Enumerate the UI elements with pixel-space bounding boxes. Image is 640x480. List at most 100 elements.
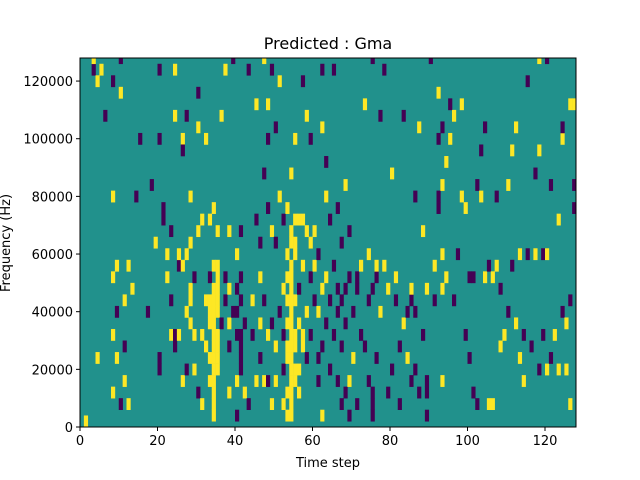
heatmap-cell-high bbox=[424, 282, 430, 295]
heatmap-cell-low bbox=[541, 248, 546, 261]
heatmap-cell-low bbox=[339, 398, 344, 410]
heatmap-cell-low bbox=[397, 340, 402, 353]
heatmap-cell-low bbox=[335, 282, 340, 295]
heatmap-cell-high bbox=[126, 259, 131, 272]
heatmap-cell-high bbox=[269, 398, 275, 410]
heatmap-cell-low bbox=[479, 144, 484, 157]
heatmap-cell-high bbox=[200, 328, 205, 341]
heatmap-cell-high bbox=[316, 305, 321, 318]
heatmap-cell-high bbox=[289, 328, 294, 341]
heatmap-cell-low bbox=[494, 190, 499, 203]
heatmap-cell-high bbox=[417, 121, 422, 134]
heatmap-cell-low bbox=[355, 282, 360, 295]
heatmap-cell-low bbox=[328, 363, 333, 376]
heatmap-cell-low bbox=[145, 305, 151, 318]
heatmap-cell-high bbox=[289, 409, 294, 422]
heatmap-cell-high bbox=[432, 259, 437, 272]
x-tick-label: 0 bbox=[76, 434, 84, 449]
heatmap-cell-low bbox=[161, 213, 166, 226]
heatmap-cell-high bbox=[188, 190, 193, 203]
heatmap-cell-high bbox=[211, 352, 216, 364]
heatmap-cell-high bbox=[111, 386, 116, 399]
heatmap-cell-high bbox=[289, 398, 294, 410]
heatmap-cell-low bbox=[370, 386, 375, 399]
heatmap-cell-high bbox=[118, 86, 123, 99]
heatmap-cell-high bbox=[320, 409, 325, 422]
heatmap-cell-high bbox=[176, 328, 182, 341]
heatmap-cell-low bbox=[91, 63, 96, 76]
heatmap-cell-low bbox=[545, 58, 550, 65]
heatmap-cell-high bbox=[289, 305, 294, 318]
heatmap-cell-low bbox=[219, 317, 224, 330]
x-tick-label: 100 bbox=[455, 434, 480, 449]
heatmap-cell-low bbox=[235, 282, 240, 295]
heatmap-cell-low bbox=[308, 328, 313, 341]
heatmap-cell-high bbox=[273, 340, 278, 353]
heatmap-cell-low bbox=[424, 386, 430, 399]
heatmap-cell-low bbox=[486, 259, 492, 272]
heatmap-cell-low bbox=[347, 409, 352, 422]
heatmap-cell-low bbox=[335, 202, 340, 214]
heatmap-cell-high bbox=[347, 375, 352, 387]
heatmap-cell-low bbox=[510, 259, 515, 272]
y-axis-label: Frequency (Hz) bbox=[0, 194, 14, 292]
heatmap-cell-high bbox=[227, 386, 232, 399]
heatmap-cell-low bbox=[316, 248, 321, 261]
heatmap-cell-low bbox=[359, 328, 364, 341]
heatmap-cell-high bbox=[215, 271, 220, 284]
heatmap-cell-high bbox=[362, 98, 368, 111]
heatmap-cell-high bbox=[211, 375, 216, 387]
heatmap-cell-low bbox=[409, 375, 414, 387]
heatmap-cell-low bbox=[157, 63, 162, 76]
heatmap-cell-high bbox=[289, 317, 294, 330]
heatmap-cell-low bbox=[273, 121, 278, 134]
heatmap-cell-high bbox=[180, 132, 185, 145]
heatmap-cell-low bbox=[235, 409, 240, 422]
heatmap-cell-low bbox=[525, 75, 530, 88]
heatmap-cell-low bbox=[266, 132, 271, 145]
heatmap-cell-high bbox=[130, 282, 135, 295]
heatmap-cell-high bbox=[180, 375, 185, 387]
heatmap-cell-high bbox=[211, 386, 216, 399]
heatmap-cell-low bbox=[246, 398, 251, 410]
x-axis-label: Time step bbox=[295, 456, 360, 471]
heatmap-cell-high bbox=[215, 294, 220, 307]
heatmap-cell-high bbox=[533, 248, 538, 261]
heatmap-cell-high bbox=[289, 363, 294, 376]
chart-title: Predicted : Gma bbox=[264, 34, 392, 53]
heatmap-cell-low bbox=[366, 294, 371, 307]
heatmap-cell-high bbox=[223, 63, 228, 76]
heatmap-cell-high bbox=[293, 132, 298, 145]
heatmap-cell-high bbox=[297, 363, 302, 376]
heatmap-cell-high bbox=[300, 259, 306, 272]
heatmap-cell-low bbox=[196, 386, 201, 399]
heatmap-cell-low bbox=[467, 271, 472, 284]
heatmap-cell-high bbox=[490, 271, 495, 284]
heatmap-cell-low bbox=[521, 328, 526, 341]
heatmap-cell-high bbox=[409, 282, 414, 295]
heatmap-cell-low bbox=[413, 190, 418, 203]
heatmap-cell-low bbox=[223, 271, 228, 284]
heatmap-cell-low bbox=[308, 132, 313, 145]
heatmap-cell-high bbox=[498, 340, 503, 353]
heatmap-cell-high bbox=[359, 259, 364, 272]
heatmap-cell-low bbox=[355, 398, 360, 410]
heatmap-cell-low bbox=[308, 271, 313, 284]
heatmap-cell-low bbox=[149, 179, 154, 191]
heatmap-cell-high bbox=[390, 167, 395, 180]
heatmap-cell-high bbox=[207, 352, 213, 364]
heatmap-cell-high bbox=[269, 225, 275, 238]
heatmap-cell-low bbox=[390, 363, 395, 376]
heatmap-cell-high bbox=[289, 352, 294, 364]
heatmap-cell-high bbox=[421, 225, 426, 238]
heatmap-cell-low bbox=[176, 259, 182, 272]
heatmap-cell-high bbox=[552, 328, 557, 341]
heatmap-cell-low bbox=[180, 144, 185, 157]
heatmap-cell-high bbox=[184, 305, 189, 318]
heatmap-cell-high bbox=[514, 121, 519, 134]
heatmap-cell-high bbox=[200, 213, 205, 226]
heatmap-cell-low bbox=[405, 305, 410, 318]
heatmap-cell-high bbox=[211, 340, 216, 353]
heatmap-cell-high bbox=[250, 294, 255, 307]
